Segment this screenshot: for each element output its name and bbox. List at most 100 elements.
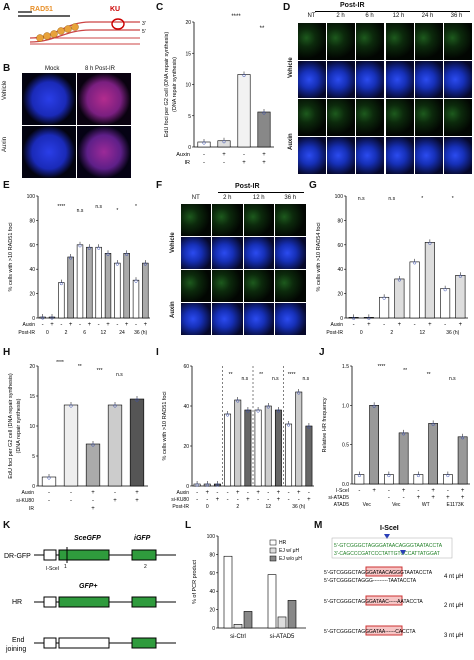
data-point (416, 474, 420, 478)
data-point (287, 423, 291, 427)
data-point (113, 404, 117, 408)
micrograph-tile (212, 269, 243, 302)
sig-marker: **** (231, 14, 241, 20)
micrograph-tile (356, 136, 385, 174)
bar (213, 483, 221, 487)
row-value: - (206, 497, 208, 503)
row-value: - (92, 498, 94, 504)
bar (224, 413, 232, 487)
row-value: + (277, 497, 281, 503)
row-value: + (277, 490, 281, 496)
micrograph-tile (356, 98, 385, 136)
k-igfp: iGFP (134, 535, 151, 542)
y-axis-label: % cells with >10 RAD51 foci (162, 392, 168, 461)
y-tick-label: 20 (183, 444, 189, 450)
micrograph-tile (444, 98, 473, 136)
bar (58, 282, 65, 319)
micrograph-tile (414, 22, 444, 60)
bar (379, 296, 390, 319)
y-tick-label: 20 (29, 292, 35, 298)
panel-label-a: A (3, 2, 11, 13)
bar (369, 405, 379, 485)
row-value: 2 (236, 504, 239, 510)
y-tick-label: 100 (207, 534, 216, 540)
bar (277, 616, 287, 629)
sig-marker: *** (97, 368, 103, 374)
m-mh2: 3 nt μH (444, 633, 463, 639)
data-point (367, 316, 371, 320)
micrograph-tile (385, 60, 414, 98)
row-value: - (403, 495, 405, 501)
bar (86, 246, 93, 319)
bar (129, 398, 145, 487)
y-tick-label: 60 (183, 364, 189, 370)
micrograph-tile (243, 236, 274, 269)
row-value: + (417, 495, 421, 501)
row-value: + (367, 322, 371, 328)
bar (455, 275, 466, 319)
micrograph-tile (414, 60, 444, 98)
bar (123, 253, 130, 319)
bar (85, 443, 101, 487)
row-value: - (414, 322, 416, 328)
row-value: - (203, 152, 205, 158)
data-point (307, 425, 311, 429)
row-value: + (461, 495, 465, 501)
panel-label-h: H (3, 347, 11, 358)
bar (114, 262, 121, 319)
micrograph-tile (444, 22, 473, 60)
row-value: - (353, 322, 355, 328)
chart-h: 0 5 10 15 20 EdU foci per G2 cell (DNA repair… (8, 360, 148, 512)
panel-label-g: G (309, 180, 317, 191)
row-label: Auxin (176, 490, 189, 496)
sig-marker: ** (427, 372, 431, 378)
data-point (461, 436, 465, 440)
f-row-auxin: Auxin (170, 301, 176, 318)
bar (295, 391, 303, 487)
row-value: + (125, 322, 129, 328)
legend-swatch (269, 539, 277, 546)
sig-marker: n.s (303, 376, 310, 382)
row-value: 36 (h) (446, 330, 459, 336)
d-row-vehicle: Vehicle (288, 57, 294, 78)
bar (424, 242, 435, 319)
data-point (195, 483, 199, 487)
y-axis-label: Relative HR frequency (322, 397, 328, 452)
row-value: + (135, 498, 139, 504)
micrograph-tile (444, 136, 473, 174)
sig-marker: n.s (272, 376, 279, 382)
micrograph-tile (385, 136, 414, 174)
bar (264, 405, 272, 487)
micrograph-tile (275, 203, 306, 236)
y-axis-label: % cells with >10 RAD54 foci (316, 223, 322, 292)
row-value: - (447, 488, 449, 494)
micrograph-tile (326, 136, 356, 174)
m-isce: I-SceI (380, 525, 399, 532)
d-col-headers: NT 2 h 6 h 12 h 24 h 36 h (297, 13, 473, 19)
f-col-headers: NT 2 h 12 h 36 h (180, 195, 306, 201)
bar (440, 288, 451, 319)
micrograph-tile (212, 302, 243, 335)
bar (354, 474, 365, 485)
data-point (262, 111, 266, 115)
y-tick-label: 0.0 (342, 482, 349, 488)
data-point (222, 140, 226, 144)
data-point (413, 261, 417, 265)
data-point (215, 483, 219, 487)
panel-label-k: K (3, 520, 11, 531)
data-point (47, 476, 51, 480)
data-point (382, 296, 386, 300)
data-point (246, 409, 250, 413)
bar (107, 404, 123, 487)
data-point (69, 256, 73, 260)
data-point (226, 413, 230, 417)
d-col: 2 h (336, 13, 345, 19)
f-image-grid (180, 203, 306, 335)
col-mock: Mock (45, 66, 60, 72)
data-point (352, 316, 356, 320)
data-point (297, 391, 301, 395)
row-value: + (242, 160, 246, 166)
bar (203, 483, 211, 487)
bar (384, 474, 394, 485)
bar (394, 278, 405, 319)
